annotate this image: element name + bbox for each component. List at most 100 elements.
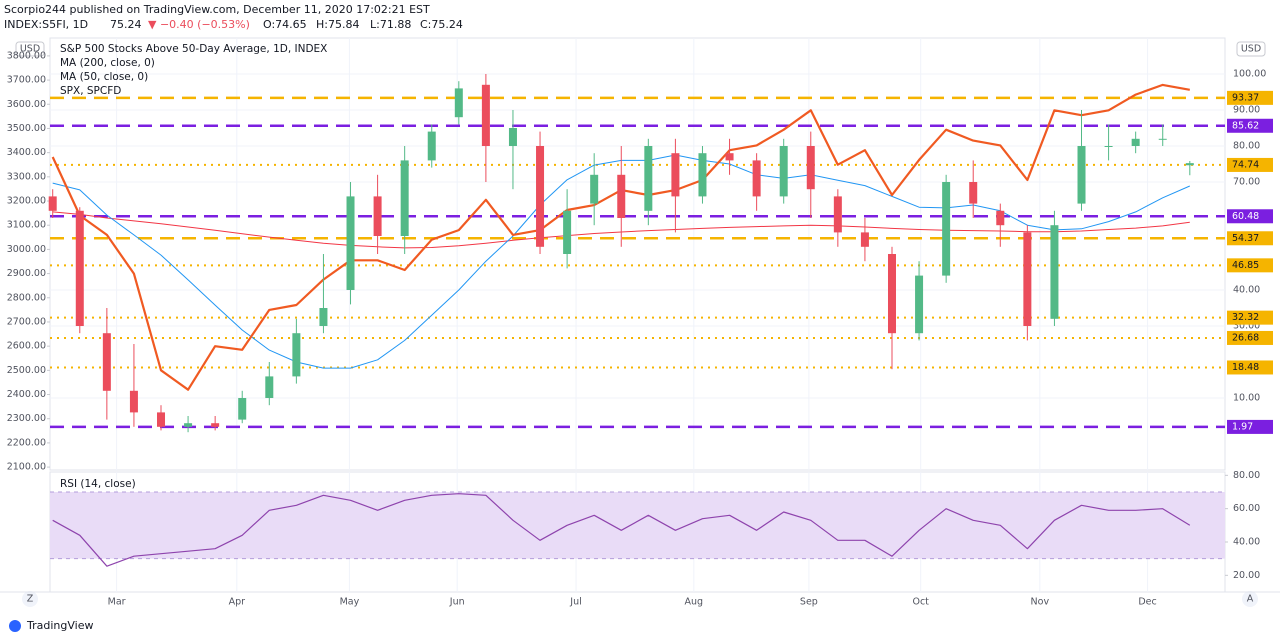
x-tick-label: Mar [108,597,126,608]
y2-tick-label: 2200.00 [7,437,46,448]
candle-body [779,146,788,197]
x-tick-label: Sep [800,597,818,608]
candle-body [400,160,409,236]
y2-tick-label: 3000.00 [7,244,46,255]
candle-body [536,146,545,247]
byline: Scorpio244 published on TradingView.com,… [4,3,430,16]
candle-body [427,131,436,161]
candle-body [806,146,815,190]
level-tag [1227,90,1273,105]
zoom-label[interactable]: Z [27,594,34,605]
level-tag [1227,118,1273,133]
level-tag-label: 26.68 [1232,332,1259,343]
y2-tick-label: 2700.00 [7,316,46,327]
y2-tick-label: 2400.00 [7,389,46,400]
level-tag [1227,209,1273,224]
y2-tick-label: 3300.00 [7,171,46,182]
candle-body [887,254,896,334]
y-tick-label: 80.00 [1233,141,1260,152]
currency-right[interactable]: USD [1241,44,1261,55]
candle-body [157,412,166,427]
candle-body [454,88,463,118]
currency-box[interactable] [15,41,45,57]
y-tick-label: 40.00 [1233,285,1260,296]
y2-tick-label: 3700.00 [7,75,46,86]
y2-tick-label: 3100.00 [7,220,46,231]
high: H:75.84 [316,18,359,31]
y2-tick-label: 2100.00 [7,462,46,473]
candle-body [1077,146,1086,204]
candle-body [617,174,626,218]
candle-body [48,196,57,211]
symbol: INDEX:S5FI, 1D [4,18,88,31]
level-tag-label: 18.48 [1232,362,1259,373]
candle-body [996,210,1005,226]
y-tick-label: 90.00 [1233,105,1260,116]
rsi-line [52,493,1191,567]
level-tag [1227,157,1273,172]
x-tick-label: Nov [1031,597,1050,608]
level-tag-label: 1.97 [1232,421,1253,432]
x-tick-label: Aug [685,597,704,608]
level-tag [1227,231,1273,246]
y-tick-label: 70.00 [1233,177,1260,188]
level-tag [1227,419,1273,434]
candle-body [644,146,653,211]
level-tag [1227,310,1273,325]
level-tag-label: 93.37 [1232,92,1259,103]
level-tag [1227,360,1273,375]
y2-tick-label: 2600.00 [7,341,46,352]
candle-body [211,423,220,427]
y-tick-label: 100.00 [1233,69,1266,80]
legend-entry: MA (200, close, 0) [60,57,155,69]
candle-body [1050,225,1059,319]
footer-brand: TradingView [26,619,93,632]
candle-body [942,182,951,276]
candle-body [265,376,274,398]
y2-tick-label: 3800.00 [7,50,46,61]
level-tag [1227,258,1273,273]
candle-body [671,153,680,197]
candle-body [725,153,734,161]
level-tag-label: 85.62 [1232,120,1259,131]
x-tick-label: May [340,597,360,608]
y2-tick-label: 3200.00 [7,196,46,207]
currency-left[interactable]: USD [20,44,40,55]
currency-box[interactable] [1236,41,1266,57]
rsi-tick-label: 20.00 [1233,570,1260,581]
legend-entry: SPX, SPCFD [60,85,121,97]
candle-body [969,182,978,204]
y2-tick-label: 2300.00 [7,413,46,424]
y-tick-label: 30.00 [1233,321,1260,332]
candle-body [1131,138,1140,146]
rsi-tick-label: 60.00 [1233,503,1260,514]
rsi-tick-label: 40.00 [1233,537,1260,548]
logo [9,620,21,632]
candle-body [102,333,111,391]
candle-body [481,84,490,146]
x-tick-label: Apr [229,597,246,608]
candle-body [590,174,599,204]
candle-body [1023,232,1032,326]
candle-body [860,232,869,247]
auto-button[interactable] [1242,591,1258,607]
x-tick-label: Oct [912,597,929,608]
open: O:74.65 [263,18,307,31]
y2-tick-label: 3600.00 [7,99,46,110]
level-tag-label: 46.85 [1232,260,1259,271]
candle-body [508,128,517,146]
candle-body [833,196,842,233]
candle-body [698,153,707,197]
y-tick-label: 10.00 [1233,393,1260,404]
auto-label[interactable]: A [1247,594,1254,605]
legend-entry: MA (50, close, 0) [60,71,148,83]
candle-body [238,398,247,420]
level-tag-label: 32.32 [1232,312,1259,323]
candle-body [292,333,301,377]
main-pane [49,37,1226,471]
x-tick-label: Jul [569,597,581,608]
zoom-button[interactable] [22,591,38,607]
y2-tick-label: 3400.00 [7,147,46,158]
